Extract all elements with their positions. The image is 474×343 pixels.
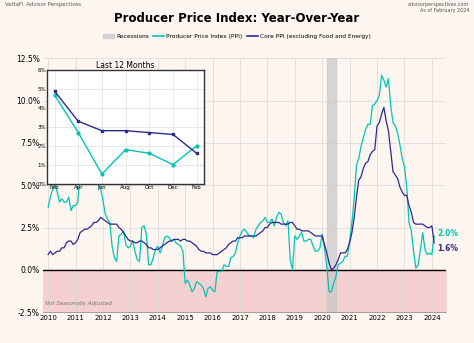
- Text: 1.6%: 1.6%: [438, 244, 458, 253]
- Title: Last 12 Months: Last 12 Months: [96, 60, 155, 70]
- Text: Producer Price Index: Year-Over-Year: Producer Price Index: Year-Over-Year: [114, 12, 360, 25]
- Text: advisorperspectives.com
As of February 2024: advisorperspectives.com As of February 2…: [408, 2, 469, 12]
- Text: VettaFi  Advisor Perspectives: VettaFi Advisor Perspectives: [5, 2, 81, 7]
- Legend: Recessions, Producer Price Index (PPI), Core PPI (excluding Food and Energy): Recessions, Producer Price Index (PPI), …: [101, 32, 373, 42]
- Bar: [327, 58, 336, 312]
- Text: Not Seasonally Adjusted: Not Seasonally Adjusted: [46, 301, 112, 306]
- Text: 2.0%: 2.0%: [438, 229, 458, 238]
